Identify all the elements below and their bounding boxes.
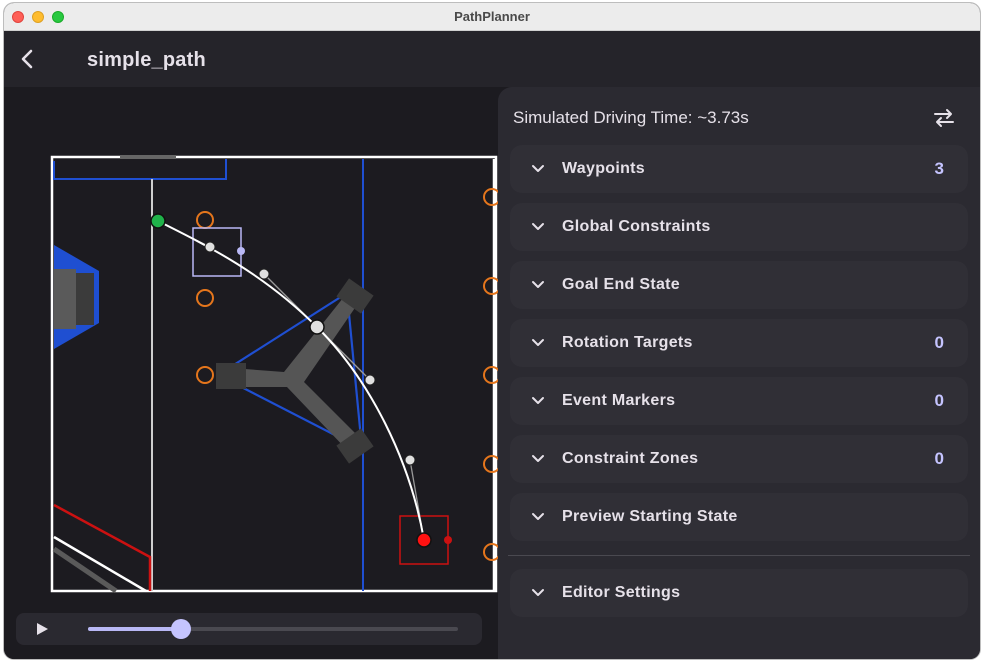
global-constraints-section[interactable]: Global Constraints [510, 203, 968, 251]
corner-ramp [52, 546, 118, 594]
game-piece-marker [483, 455, 498, 473]
maximize-window-button[interactable] [52, 11, 64, 23]
section-label: Editor Settings [562, 584, 681, 601]
game-piece-marker [196, 289, 214, 307]
field-corner [53, 535, 147, 593]
goal-end-state-section[interactable]: Goal End State [510, 261, 968, 309]
section-label: Constraint Zones [562, 450, 699, 467]
simulated-driving-time: Simulated Driving Time: ~3.73s [513, 108, 749, 127]
field-canvas[interactable] [4, 87, 498, 607]
event-markers-section[interactable]: Event Markers 0 [510, 377, 968, 425]
waypoints-section[interactable]: Waypoints 3 [510, 145, 968, 193]
chevron-down-icon [532, 397, 544, 404]
swap-horizontal-icon[interactable] [932, 107, 956, 129]
rotation-handle[interactable] [237, 247, 245, 255]
blue-zone-top [53, 159, 227, 180]
field-gate [120, 155, 176, 159]
game-piece-marker [483, 277, 498, 295]
panel-divider [508, 555, 970, 556]
section-count: 0 [934, 391, 944, 410]
section-label: Event Markers [562, 392, 676, 409]
path-editor-panel: Simulated Driving Time: ~3.73s Waypoints… [498, 87, 980, 659]
chevron-down-icon [532, 589, 544, 596]
field-boundary [50, 155, 498, 593]
charge-station-block [336, 428, 374, 464]
chevron-down-icon [532, 165, 544, 172]
charge-station [218, 293, 364, 452]
red-zone-line [53, 503, 152, 591]
chevron-down-icon [532, 223, 544, 230]
play-icon[interactable] [34, 621, 50, 637]
hub-structure [54, 269, 76, 329]
section-label: Waypoints [562, 160, 645, 177]
back-button[interactable] [14, 45, 42, 73]
slider-thumb[interactable] [170, 619, 191, 639]
section-count: 0 [934, 449, 944, 468]
game-piece-marker [483, 366, 498, 384]
section-label: Global Constraints [562, 218, 711, 235]
control-point[interactable] [364, 374, 376, 386]
field-editor[interactable] [4, 87, 498, 659]
game-piece-marker [196, 211, 214, 229]
game-piece-marker [483, 188, 498, 206]
preview-starting-state-section[interactable]: Preview Starting State [510, 493, 968, 541]
constraint-zones-section[interactable]: Constraint Zones 0 [510, 435, 968, 483]
back-arrow-icon [21, 49, 33, 69]
app-window: PathPlanner simple_path [4, 3, 980, 659]
control-point[interactable] [204, 241, 216, 253]
editor-settings-section[interactable]: Editor Settings [510, 569, 968, 617]
hub-base [76, 273, 94, 325]
minimize-window-button[interactable] [32, 11, 44, 23]
control-point[interactable] [258, 268, 270, 280]
end-waypoint[interactable] [416, 532, 432, 548]
window-title: PathPlanner [454, 9, 530, 24]
charge-station-block [216, 363, 246, 389]
close-window-button[interactable] [12, 11, 24, 23]
chevron-down-icon [532, 513, 544, 520]
path-name-title: simple_path [87, 49, 206, 71]
start-waypoint[interactable] [150, 213, 166, 229]
chevron-down-icon [532, 281, 544, 288]
slider-fill [88, 627, 181, 631]
section-label: Preview Starting State [562, 508, 738, 525]
rotation-handle[interactable] [444, 536, 452, 544]
game-piece-marker [483, 543, 498, 561]
rotation-targets-section[interactable]: Rotation Targets 0 [510, 319, 968, 367]
waypoint[interactable] [309, 319, 325, 335]
game-piece-marker [196, 366, 214, 384]
section-label: Rotation Targets [562, 334, 693, 351]
preview-slider[interactable] [88, 619, 458, 639]
chevron-down-icon [532, 455, 544, 462]
app-bar: simple_path [4, 31, 980, 87]
preview-playback-bar [16, 613, 482, 645]
title-bar: PathPlanner [4, 3, 980, 31]
section-count: 0 [934, 333, 944, 352]
chevron-down-icon [532, 339, 544, 346]
section-label: Goal End State [562, 276, 680, 293]
control-point[interactable] [404, 454, 416, 466]
section-count: 3 [934, 159, 944, 178]
charge-station-block [336, 278, 374, 314]
